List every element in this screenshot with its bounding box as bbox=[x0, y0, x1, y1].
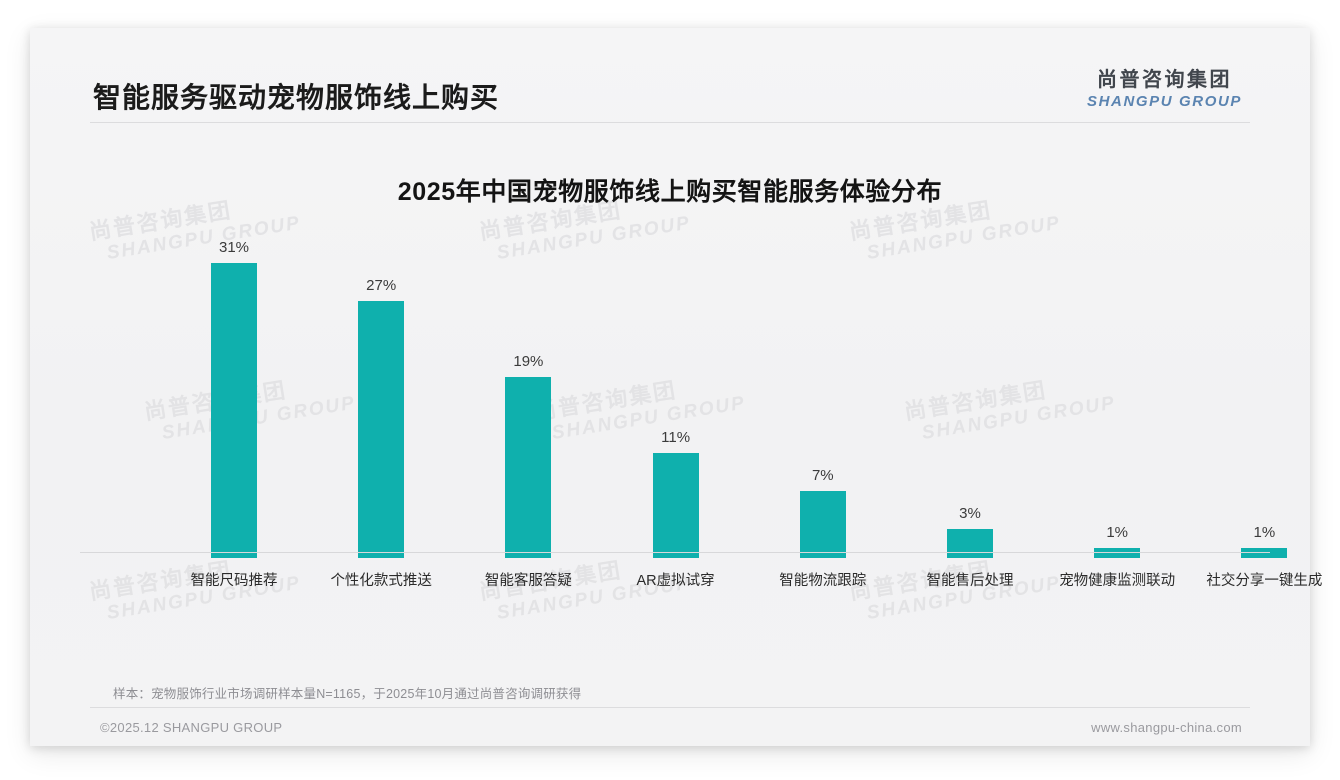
footer-copyright: ©2025.12 SHANGPU GROUP bbox=[100, 720, 283, 735]
footer-divider bbox=[90, 707, 1250, 708]
bar-group[interactable]: 1% bbox=[1094, 524, 1141, 558]
bar-value-label: 7% bbox=[811, 467, 834, 484]
bar-value-label: 1% bbox=[1106, 524, 1129, 541]
bar-chart-plot-area: 31% 27% 19% 11% 7% 3% 1% 1% bbox=[80, 228, 1288, 558]
bar-group[interactable]: 3% bbox=[947, 505, 993, 558]
bar-value-label: 11% bbox=[661, 429, 691, 446]
bar-rect[interactable] bbox=[947, 529, 993, 558]
bar-group[interactable]: 31% bbox=[211, 239, 257, 558]
chart-footnote: 样本：宠物服饰行业市场调研样本量N=1165，于2025年10月通过尚普咨询调研… bbox=[113, 687, 582, 701]
chart-title: 2025年中国宠物服饰线上购买智能服务体验分布 bbox=[397, 178, 943, 206]
header-divider bbox=[90, 122, 1250, 123]
x-axis-tick-label: AR虚拟试穿 bbox=[636, 573, 715, 589]
footer-website: www.shangpu-china.com bbox=[1091, 720, 1242, 735]
bar-group[interactable]: 19% bbox=[505, 353, 552, 558]
x-axis-tick-label: 社交分享一键生成 bbox=[1206, 573, 1323, 589]
brand-logo-en: SHANGPU GROUP bbox=[1087, 93, 1242, 110]
brand-logo: 尚普咨询集团 SHANGPU GROUP bbox=[1087, 68, 1242, 112]
bar-value-label: 3% bbox=[959, 505, 981, 522]
page-title: 智能服务驱动宠物服饰线上购买 bbox=[93, 82, 500, 113]
bar-group[interactable]: 1% bbox=[1241, 524, 1288, 558]
bar-group[interactable]: 27% bbox=[358, 277, 405, 558]
x-axis-tick-label: 宠物健康监测联动 bbox=[1059, 573, 1176, 589]
bar-rect[interactable] bbox=[358, 301, 405, 558]
bar-rect[interactable] bbox=[1241, 548, 1288, 558]
slide-header: 智能服务驱动宠物服饰线上购买 尚普咨询集团 SHANGPU GROUP bbox=[30, 28, 1310, 123]
x-axis-tick-label: 智能售后处理 bbox=[926, 573, 1014, 589]
bar-rect[interactable] bbox=[799, 491, 846, 558]
bar-rect[interactable] bbox=[505, 377, 552, 558]
bar-value-label: 1% bbox=[1253, 524, 1276, 541]
x-axis-tick-label: 智能客服答疑 bbox=[484, 573, 572, 589]
bar-rect[interactable] bbox=[652, 453, 699, 558]
chart-baseline-axis bbox=[80, 552, 1270, 553]
brand-logo-cn: 尚普咨询集团 bbox=[1097, 69, 1232, 91]
bar-group[interactable]: 7% bbox=[799, 467, 846, 558]
bar-value-label: 31% bbox=[218, 239, 250, 256]
x-axis-tick-label: 个性化款式推送 bbox=[330, 573, 432, 589]
x-axis-tick-label: 智能尺码推荐 bbox=[190, 573, 278, 589]
x-axis-tick-label: 智能物流跟踪 bbox=[779, 573, 867, 589]
slide-card: 尚普咨询集团 SHANGPU GROUP 尚普咨询集团 SHANGPU GROUP 尚普… bbox=[30, 28, 1322, 746]
bar-rect[interactable] bbox=[1094, 548, 1141, 558]
bar-group[interactable]: 11% bbox=[652, 429, 699, 558]
bar-value-label: 19% bbox=[513, 353, 544, 370]
bar-value-label: 27% bbox=[366, 277, 397, 294]
bar-rect[interactable] bbox=[211, 263, 257, 558]
